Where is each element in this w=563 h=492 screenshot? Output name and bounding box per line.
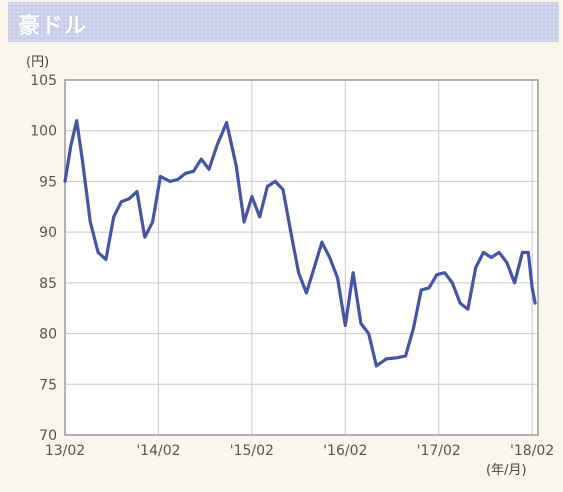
y-tick-label: 105 <box>30 73 57 89</box>
y-axis-ticks: 70 75 80 85 90 95 100 105 <box>30 73 57 444</box>
x-tick-label: '15/02 <box>230 443 274 459</box>
plot-border <box>64 79 539 436</box>
grid-lines <box>65 80 538 435</box>
x-tick-label: '14/02 <box>136 443 180 459</box>
y-tick-label: 70 <box>39 428 57 444</box>
y-tick-label: 80 <box>39 327 57 343</box>
y-tick-label: 75 <box>39 377 57 393</box>
y-tick-label: 100 <box>30 124 57 140</box>
chart-header-band: 豪ドル <box>8 2 559 42</box>
x-tick-label: '17/02 <box>417 443 461 459</box>
x-axis-unit-label: (年/月) <box>486 463 527 478</box>
x-tick-label: '18/02 <box>510 443 554 459</box>
x-axis-ticks: 13/02 '14/02 '15/02 '16/02 '17/02 '18/02 <box>45 443 554 459</box>
x-tick-label: 13/02 <box>45 443 85 459</box>
series-line <box>63 119 537 368</box>
chart-title: 豪ドル <box>18 14 88 39</box>
x-tick-label: '16/02 <box>323 443 367 459</box>
y-tick-label: 85 <box>39 276 57 292</box>
y-tick-label: 95 <box>39 174 57 190</box>
y-axis-unit-label: (円) <box>26 55 49 70</box>
y-tick-label: 90 <box>39 225 57 241</box>
plot-background <box>65 80 538 435</box>
